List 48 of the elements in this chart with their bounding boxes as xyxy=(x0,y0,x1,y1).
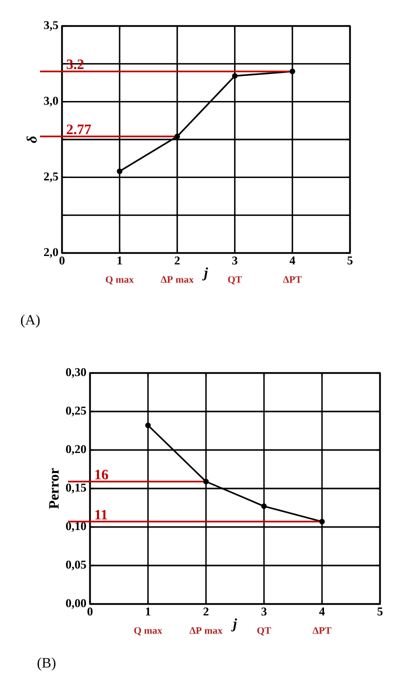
text: Q max xyxy=(134,627,162,636)
x-tick-label: 2 xyxy=(204,608,208,616)
x-tick-label: 5 xyxy=(347,256,353,264)
y-tick-label: 3,5 xyxy=(44,21,58,31)
point xyxy=(203,478,209,484)
text: QT xyxy=(228,276,242,284)
point xyxy=(145,422,151,428)
y-tick-label: 3,0 xyxy=(44,96,58,107)
y-tick-label: 0,20 xyxy=(66,445,86,455)
y-tick-label: 2,5 xyxy=(44,172,58,182)
text: ΔPT xyxy=(312,627,332,634)
x-axis-title: j xyxy=(202,267,208,280)
ref-line-label: 11 xyxy=(95,510,107,520)
point xyxy=(290,68,296,74)
x-tick-label: 4 xyxy=(319,608,325,616)
text: (A) xyxy=(20,314,40,328)
x-tick-label: 5 xyxy=(377,608,383,616)
y-tick-label: 0,25 xyxy=(66,406,86,416)
point xyxy=(232,73,238,79)
y-tick-label: 0,30 xyxy=(66,368,86,378)
point xyxy=(261,503,267,510)
x-tick-label: 1 xyxy=(146,608,150,616)
point xyxy=(319,518,325,524)
text: ΔP max xyxy=(160,276,194,283)
text: ΔPT xyxy=(283,276,302,283)
y-axis-title: δ xyxy=(26,136,37,143)
text: Q max xyxy=(106,276,134,284)
x-tick-label: 3 xyxy=(232,256,238,265)
text: ΔP max xyxy=(190,627,222,634)
y-tick-label: 0,10 xyxy=(66,522,86,532)
x-tick-label: 0 xyxy=(87,608,93,616)
text: QT xyxy=(257,627,272,636)
y-tick-label: 0,15 xyxy=(66,484,86,494)
ref-line-label: 16 xyxy=(95,470,108,480)
y-tick-label: 2,0 xyxy=(44,248,58,258)
point xyxy=(174,134,180,140)
x-tick-label: 0 xyxy=(59,256,65,265)
x-tick-label: 3 xyxy=(261,608,267,616)
x-tick-label: 2 xyxy=(174,256,180,264)
x-axis-title: j xyxy=(231,618,238,632)
text: (B) xyxy=(38,658,56,671)
x-tick-label: 4 xyxy=(290,256,296,264)
point xyxy=(116,168,122,174)
y-tick-label: 0,05 xyxy=(66,560,86,570)
y-axis-title: Perror xyxy=(49,468,59,509)
x-tick-label: 1 xyxy=(118,256,122,264)
ref-line-label: 2.77 xyxy=(66,124,91,134)
y-tick-label: 0,00 xyxy=(66,599,86,609)
